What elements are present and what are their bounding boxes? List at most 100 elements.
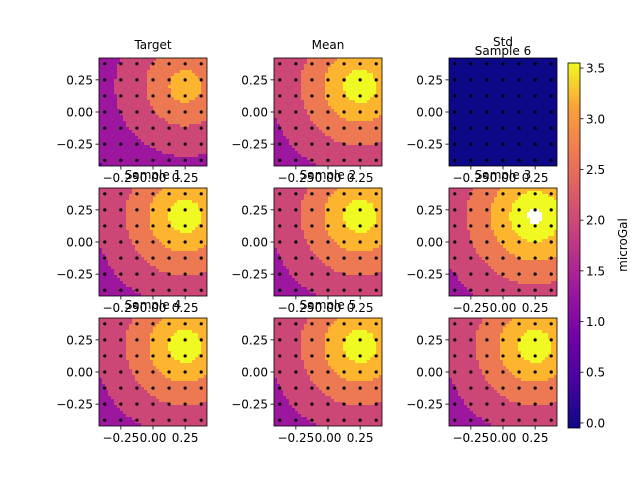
sample-point bbox=[103, 370, 107, 374]
sample-point bbox=[119, 338, 123, 342]
sample-point bbox=[199, 288, 203, 292]
x-tick-label: 0.25 bbox=[347, 431, 374, 445]
sample-point bbox=[485, 240, 489, 244]
sample-point bbox=[183, 354, 187, 358]
sample-point bbox=[135, 110, 139, 114]
sample-point bbox=[294, 256, 298, 260]
sample-point bbox=[278, 418, 282, 422]
sample-point bbox=[533, 240, 537, 244]
sample-point bbox=[199, 402, 203, 406]
sample-point bbox=[135, 62, 139, 66]
sample-point bbox=[501, 62, 505, 66]
sample-point bbox=[183, 62, 187, 66]
sample-point bbox=[485, 158, 489, 162]
sample-point bbox=[358, 62, 362, 66]
sample-point bbox=[183, 402, 187, 406]
sample-point bbox=[501, 224, 505, 228]
sample-point bbox=[294, 272, 298, 276]
sample-point bbox=[199, 78, 203, 82]
sample-point bbox=[517, 272, 521, 276]
x-tick-label: −0.25 bbox=[102, 171, 139, 185]
sample-point bbox=[183, 110, 187, 114]
sample-point bbox=[517, 240, 521, 244]
panel-title: Sample 4 bbox=[125, 298, 181, 312]
sample-point bbox=[119, 94, 123, 98]
sample-point bbox=[119, 208, 123, 212]
y-tick-label: 0.25 bbox=[66, 333, 93, 347]
sample-point bbox=[167, 158, 171, 162]
sample-point bbox=[358, 338, 362, 342]
sample-point bbox=[167, 94, 171, 98]
sample-point bbox=[549, 94, 553, 98]
sample-point bbox=[533, 354, 537, 358]
sample-point bbox=[278, 224, 282, 228]
sample-point bbox=[119, 224, 123, 228]
sample-point bbox=[469, 224, 473, 228]
sample-point bbox=[517, 192, 521, 196]
sample-point bbox=[358, 402, 362, 406]
sample-point bbox=[374, 78, 378, 82]
sample-point bbox=[310, 256, 314, 260]
sample-point bbox=[167, 322, 171, 326]
sample-point bbox=[501, 126, 505, 130]
sample-point bbox=[119, 370, 123, 374]
sample-point bbox=[119, 418, 123, 422]
sample-point bbox=[167, 256, 171, 260]
sample-point bbox=[103, 288, 107, 292]
sample-point bbox=[358, 322, 362, 326]
sample-point bbox=[278, 110, 282, 114]
sample-point bbox=[517, 208, 521, 212]
sample-point bbox=[342, 272, 346, 276]
sample-point bbox=[501, 272, 505, 276]
sample-point bbox=[183, 94, 187, 98]
sample-point bbox=[469, 370, 473, 374]
sample-point bbox=[167, 208, 171, 212]
sample-point bbox=[278, 240, 282, 244]
sample-point bbox=[533, 78, 537, 82]
heatmap-field bbox=[274, 58, 382, 166]
x-tick-label: 0.25 bbox=[172, 301, 199, 315]
sample-point bbox=[453, 288, 457, 292]
sample-point bbox=[374, 62, 378, 66]
sample-point bbox=[453, 338, 457, 342]
sample-point bbox=[167, 78, 171, 82]
sample-point bbox=[453, 256, 457, 260]
sample-point bbox=[326, 386, 330, 390]
sample-point bbox=[326, 288, 330, 292]
sample-point bbox=[294, 142, 298, 146]
sample-point bbox=[453, 370, 457, 374]
sample-point bbox=[374, 240, 378, 244]
sample-point bbox=[294, 240, 298, 244]
sample-point bbox=[183, 370, 187, 374]
sample-point bbox=[485, 338, 489, 342]
sample-point bbox=[485, 370, 489, 374]
sample-point bbox=[103, 142, 107, 146]
sample-point bbox=[294, 386, 298, 390]
sample-point bbox=[517, 126, 521, 130]
sample-point bbox=[469, 62, 473, 66]
sample-point bbox=[310, 370, 314, 374]
sample-point bbox=[326, 110, 330, 114]
sample-point bbox=[358, 208, 362, 212]
x-tick-label: 0.25 bbox=[172, 171, 199, 185]
sample-point bbox=[135, 418, 139, 422]
sample-point bbox=[469, 322, 473, 326]
sample-point bbox=[549, 370, 553, 374]
sample-point bbox=[358, 370, 362, 374]
sample-point bbox=[533, 208, 537, 212]
y-tick-label: 0.00 bbox=[241, 236, 268, 250]
sample-point bbox=[358, 94, 362, 98]
y-tick-label: 0.00 bbox=[66, 366, 93, 380]
sample-point bbox=[278, 126, 282, 130]
sample-point bbox=[167, 110, 171, 114]
sample-point bbox=[501, 256, 505, 260]
sample-point bbox=[358, 272, 362, 276]
sample-point bbox=[103, 240, 107, 244]
sample-point bbox=[119, 240, 123, 244]
sample-point bbox=[549, 272, 553, 276]
sample-point bbox=[485, 192, 489, 196]
sample-point bbox=[103, 386, 107, 390]
sample-point bbox=[278, 208, 282, 212]
